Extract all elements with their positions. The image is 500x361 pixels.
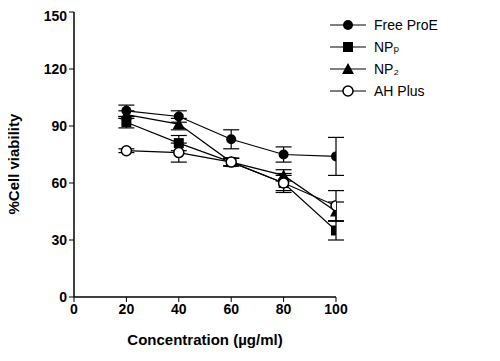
html-text:NPₚ: NPₚ [374,39,400,55]
svg-text:120: 120 [44,61,68,77]
svg-text:90: 90 [51,118,67,134]
svg-text:0: 0 [59,289,67,305]
svg-text:20: 20 [119,301,135,317]
html-text:NP₂: NP₂ [374,61,399,77]
svg-text:100: 100 [324,301,348,317]
svg-text:80: 80 [276,301,292,317]
svg-text:60: 60 [223,301,239,317]
svg-text:30: 30 [51,232,67,248]
svg-text:60: 60 [51,175,67,191]
html-text:Free ProE: Free ProE [374,17,438,33]
svg-text:40: 40 [171,301,187,317]
svg-text:%Cell viability: %Cell viability [8,113,22,215]
svg-text:Concentration (µg/ml): Concentration (µg/ml) [127,331,282,348]
svg-text:0: 0 [70,301,78,317]
html-text:AH Plus: AH Plus [374,83,425,99]
svg-text:150: 150 [44,8,68,24]
